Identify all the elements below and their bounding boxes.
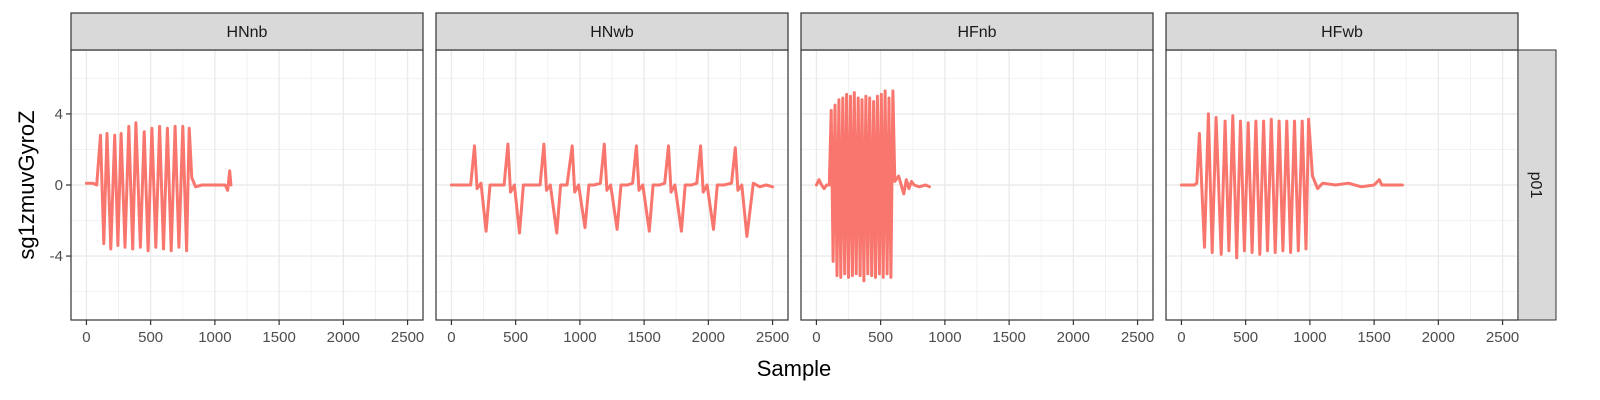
series-line-HFnb [814,89,931,283]
strip-label: HFwb [1321,24,1363,41]
strip-box [1165,12,1519,51]
x-tick-label: 0 [1177,329,1185,346]
y-tick-label: 0 [55,177,63,194]
x-axis-title: Sample [757,356,832,381]
x-tick-label: 0 [82,329,90,346]
x-tick-label: 2500 [1121,329,1154,346]
x-tick-label: 2000 [1422,329,1455,346]
series-line-HNnb [84,121,233,253]
x-tick-label: 0 [447,329,455,346]
row-strip-box [1517,49,1557,321]
x-tick-label: 2500 [1486,329,1519,346]
x-tick-label: 1500 [627,329,660,346]
x-tick-label: 1000 [1293,329,1326,346]
facet-panel-HNnb: HNnb 0 500 1000 1500 2000 2500 4 0 -4 [50,12,424,346]
x-tick-label: 0 [812,329,820,346]
x-tick-label: 500 [868,329,893,346]
x-tick-label: 1500 [1357,329,1390,346]
facet-panel-HNwb: HNwb 0 500 1000 1500 2000 2500 [435,12,789,346]
y-tick-label: 4 [55,106,63,123]
facet-panel-HFnb: HFnb 0 500 1000 1500 2000 2500 [800,12,1154,346]
strip-label: HNnb [227,24,268,41]
x-tick-label: 500 [503,329,528,346]
x-tick-label: 500 [1233,329,1258,346]
x-tick-label: 2500 [756,329,789,346]
y-tick-label: -4 [50,248,63,265]
strip-label: HNwb [590,24,634,41]
y-axis-title: sg1zmuvGyroZ [14,110,39,259]
x-tick-label: 500 [138,329,163,346]
strip-box [70,12,424,51]
series-line-HNwb [449,142,775,238]
x-tick-label: 1000 [563,329,596,346]
x-tick-label: 2500 [391,329,424,346]
x-tick-label: 1500 [992,329,1025,346]
x-tick-label: 1000 [198,329,231,346]
strip-box [435,12,789,51]
strip-label: HFnb [957,24,996,41]
strip-box [800,12,1154,51]
x-tick-label: 1500 [262,329,295,346]
x-tick-label: 2000 [327,329,360,346]
row-strip-label: p01 [1527,172,1544,199]
facet-panel-HFwb: HFwb 0 500 1000 1500 2000 2500 [1165,12,1519,346]
x-tick-label: 2000 [692,329,725,346]
x-tick-label: 2000 [1057,329,1090,346]
panels-layer: HNnb 0 500 1000 1500 2000 2500 4 0 -4 HNwb 0 500 1000… [50,12,1519,346]
series-line-HFwb [1179,112,1404,260]
x-tick-label: 1000 [928,329,961,346]
row-strip: p01 [1517,49,1557,321]
